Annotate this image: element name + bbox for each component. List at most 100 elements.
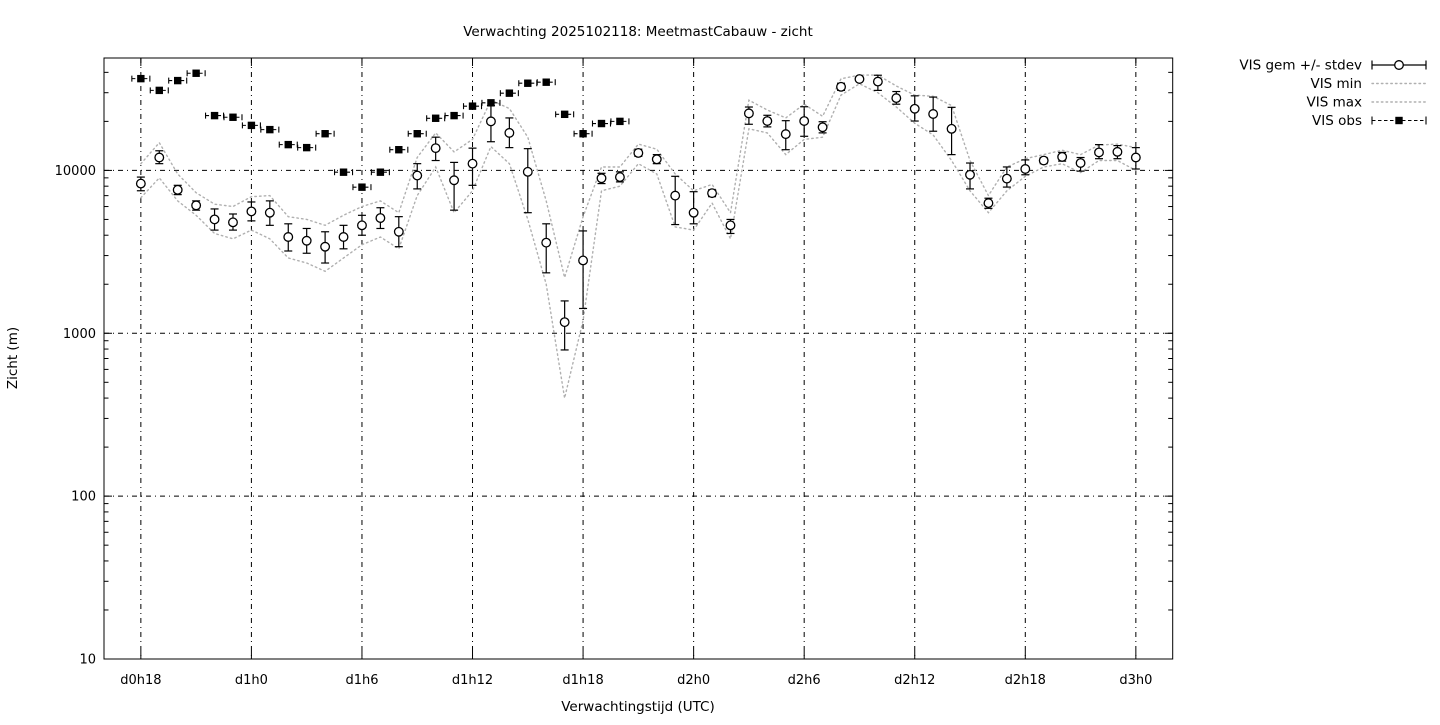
vis-obs-point [205, 111, 225, 120]
vis-gem-point [375, 207, 386, 230]
vis-obs-point [352, 183, 372, 191]
vis-gem-point [872, 74, 883, 91]
vis-gem-point [854, 74, 865, 84]
vis-gem-point [191, 200, 202, 211]
vis-gem-point [1057, 151, 1068, 162]
vis-gem-point [320, 231, 331, 264]
legend-sample-vis-obs [1371, 116, 1427, 125]
vis-obs-point [610, 117, 630, 126]
x-tick-label: d2h0 [677, 673, 710, 688]
vis-min-line [140, 83, 1137, 399]
vis-gem-point [836, 81, 846, 92]
legend-glyphs-layer [1371, 60, 1427, 125]
vis-gem-point [246, 201, 257, 222]
vis-gem-point [1038, 155, 1049, 166]
vis-obs-point [462, 102, 483, 110]
vis-gem-series-layer [135, 74, 1141, 351]
vis-obs-point [186, 69, 206, 77]
vis-gem-point [283, 223, 294, 252]
vis-gem-point [743, 106, 754, 125]
vis-gem-point [578, 230, 589, 310]
vis-obs-point [573, 130, 593, 138]
vis-gem-point [135, 176, 146, 192]
vis-gem-point [264, 200, 275, 226]
vis-obs-point [499, 89, 519, 97]
vis-obs-point [297, 143, 317, 152]
vis-gem-point [799, 106, 810, 137]
vis-obs-point [315, 130, 335, 138]
vis-gem-point [485, 104, 496, 143]
vis-gem-point [651, 154, 662, 165]
x-tick-label: d1h0 [235, 673, 268, 688]
tick-labels-layer: 10 100 1000 10000 d0h18 d1h0 d1h6 d1h12 d1h18 d2h… [55, 164, 1153, 688]
y-axis-label: Zicht (m) [5, 327, 21, 389]
vis-gem-point [301, 227, 312, 254]
vis-gem-point [965, 162, 975, 190]
vis-gem-point [228, 213, 238, 231]
y-tick-label: 10000 [55, 164, 96, 179]
y-tick-label: 1000 [63, 327, 96, 342]
y-tick-label: 10 [79, 653, 96, 668]
vis-gem-point [154, 150, 165, 165]
vis-obs-point [536, 78, 556, 86]
vis-gem-point [1112, 145, 1123, 160]
vis-obs-point [389, 146, 409, 154]
vis-gem-point [983, 197, 994, 209]
vis-obs-point [333, 168, 354, 176]
legend-label-vis-obs: VIS obs [1312, 113, 1362, 129]
vis-obs-point [223, 113, 243, 121]
vis-gem-point [172, 184, 183, 196]
vis-gem-point [357, 214, 367, 236]
x-tick-label: d1h6 [345, 673, 378, 688]
x-tick-label: d1h18 [562, 673, 603, 688]
vis-gem-point [430, 136, 441, 162]
vis-obs-point [131, 74, 151, 83]
vis-gem-point [670, 175, 681, 226]
vis-obs-point [370, 168, 390, 176]
legend-label-vis-min: VIS min [1310, 76, 1362, 92]
vis-gem-point [614, 171, 625, 183]
vis-gem-point [633, 147, 644, 158]
min-max-envelope-layer [140, 74, 1137, 399]
vis-gem-point [817, 121, 828, 134]
vis-gem-point [504, 117, 515, 149]
vis-obs-point [241, 121, 261, 130]
x-tick-label: d0h18 [120, 673, 161, 688]
vis-gem-point [209, 208, 220, 231]
legend-sample-vis-gem-stdev [1371, 60, 1427, 70]
vis-gem-point [596, 172, 607, 185]
x-tick-label: d1h12 [452, 673, 493, 688]
vis-obs-point [426, 114, 446, 122]
vis-obs-point [168, 76, 188, 85]
vis-gem-point [780, 120, 791, 151]
vis-gem-point [688, 191, 699, 225]
legend-label-vis-gem: VIS gem +/- stdev [1239, 58, 1362, 74]
vis-max-line [140, 74, 1137, 281]
vis-obs-point [518, 79, 538, 87]
vis-obs-point [591, 119, 612, 128]
vis-obs-series-layer [131, 69, 630, 191]
vis-gem-point [725, 218, 736, 235]
vis-obs-point [260, 125, 280, 134]
vis-gem-point [449, 161, 460, 211]
x-axis-label: Verwachtingstijd (UTC) [561, 699, 715, 715]
x-tick-label: d2h12 [894, 673, 935, 688]
vis-gem-point [467, 147, 478, 186]
vis-obs-point [555, 110, 575, 119]
vis-obs-point [149, 86, 169, 95]
vis-obs-point [278, 140, 298, 149]
vis-gem-point [1094, 144, 1104, 160]
vis-gem-point [928, 96, 939, 132]
vis-obs-point [444, 111, 464, 120]
x-tick-label: d2h18 [1005, 673, 1046, 688]
vis-gem-point [762, 114, 773, 128]
vis-gem-point [559, 300, 570, 351]
vis-gem-point [1075, 156, 1086, 172]
vis-gem-point [909, 95, 920, 122]
chart-title: Verwachting 2025102118: MeetmastCabauw -… [463, 24, 813, 40]
vis-obs-point [407, 130, 427, 138]
plot-border-layer [103, 57, 1174, 660]
legend: VIS gem +/- stdev VIS min VIS max VIS ob… [1239, 58, 1362, 130]
x-tick-label: d2h6 [788, 673, 821, 688]
